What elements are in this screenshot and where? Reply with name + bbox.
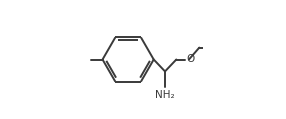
Text: NH₂: NH₂ [155,90,174,100]
Text: O: O [186,55,195,64]
